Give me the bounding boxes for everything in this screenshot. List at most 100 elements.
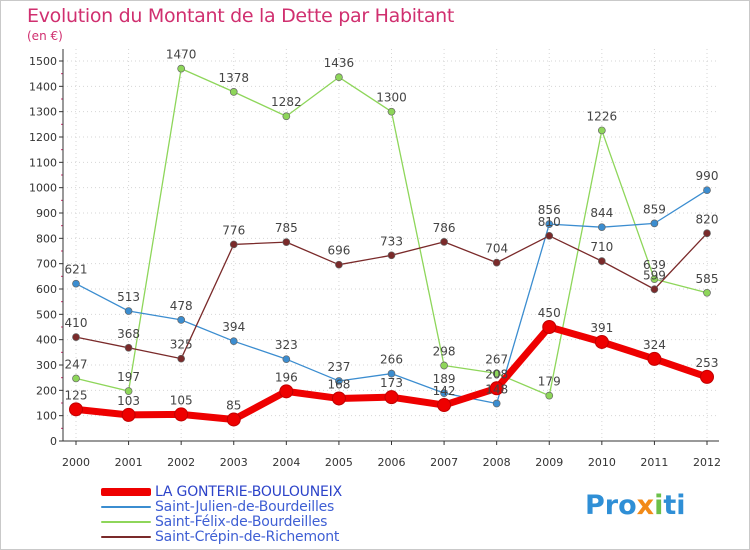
data-label: 704 [485,242,508,256]
data-point [282,238,291,246]
data-label: 196 [275,370,298,384]
x-tick-label: 2004 [272,456,300,469]
data-point [331,391,346,406]
data-label: 810 [538,215,561,229]
legend-label: Saint-Crépin-de-Richemont [155,528,340,545]
data-label: 513 [117,290,140,304]
y-tick-label: 1200 [29,131,57,144]
legend-label: Saint-Félix-de-Bourdeilles [155,513,328,530]
data-point [492,369,501,378]
data-point [72,279,80,288]
data-label: 820 [696,212,719,226]
data-label: 103 [117,394,140,408]
data-label: 105 [170,393,193,407]
data-point [177,354,186,363]
data-label: 247 [65,357,88,371]
data-point [282,355,291,364]
y-tick-label: 300 [36,359,57,372]
data-label: 179 [538,375,561,389]
data-point [124,343,133,352]
data-label: 208 [485,367,508,381]
data-label: 710 [590,240,613,254]
data-label: 253 [696,356,719,370]
y-tick-label: 500 [36,308,57,321]
data-point [650,219,659,228]
data-point [177,316,186,324]
y-tick-label: 0 [50,435,57,448]
y-tick-label: 200 [36,384,57,397]
data-label: 733 [380,234,403,248]
data-label: 599 [643,268,666,282]
data-label: 1282 [271,95,302,109]
data-point [597,126,606,135]
data-label: 776 [222,223,245,237]
legend-item: Saint-Crépin-de-Richemont [101,528,342,545]
data-point [594,334,609,349]
legend-label: Saint-Julien-de-Bourdeilles [155,498,335,515]
x-tick-label: 2002 [167,456,195,469]
data-point [335,260,343,269]
data-label: 189 [433,372,456,386]
y-tick-label: 800 [36,232,57,245]
x-tick-label: 2011 [640,456,668,469]
data-point [597,257,606,265]
data-label: 856 [538,203,561,217]
x-tick-label: 2003 [220,456,248,469]
data-label: 368 [117,327,140,341]
y-tick-label: 700 [36,258,57,271]
y-tick-label: 900 [36,207,57,220]
legend-item: Saint-Julien-de-Bourdeilles [101,498,342,515]
data-point [72,333,80,341]
data-label: 85 [226,398,241,412]
data-label: 394 [222,320,245,334]
data-label: 990 [696,169,719,183]
data-point [545,220,554,228]
data-label: 173 [380,376,403,390]
data-point [489,381,504,396]
data-point [229,337,238,346]
data-point [700,369,714,384]
y-tick-label: 100 [36,410,57,423]
legend-swatch [101,505,151,508]
x-tick-label: 2009 [535,456,563,469]
data-point [650,285,659,294]
data-point [387,251,396,260]
data-point [492,258,501,267]
legend-swatch [101,487,151,496]
x-tick-label: 2006 [378,456,406,469]
data-label: 786 [433,221,456,235]
data-label: 1300 [376,91,407,105]
data-label: 1470 [166,48,197,62]
data-label: 585 [696,272,719,286]
data-point [121,407,136,422]
data-point [545,231,554,240]
legend-swatch [101,535,151,538]
legend-item: LA GONTERIE-BOULOUNEIX [101,484,342,500]
data-label: 148 [485,383,508,397]
data-point [440,389,448,397]
y-tick-label: 1400 [29,80,57,93]
data-point [72,374,80,383]
data-point [335,73,343,82]
chart-legend: LA GONTERIE-BOULOUNEIX Saint-Julien-de-Bo… [101,484,342,545]
data-label: 237 [327,360,350,374]
data-label: 391 [590,321,613,335]
data-point [279,384,294,399]
data-label: 298 [433,345,456,359]
logo-part: x [636,490,655,521]
data-label: 168 [327,377,350,391]
data-point [124,307,133,315]
data-point [703,229,711,238]
data-label: 478 [170,299,193,313]
data-label: 325 [170,338,193,352]
data-point [647,351,662,366]
legend-swatch [101,520,151,523]
x-tick-label: 2005 [325,456,353,469]
data-label: 621 [65,263,88,277]
data-point [387,369,396,378]
data-label: 859 [643,202,666,216]
data-point [437,398,452,413]
data-label: 1436 [324,56,355,70]
